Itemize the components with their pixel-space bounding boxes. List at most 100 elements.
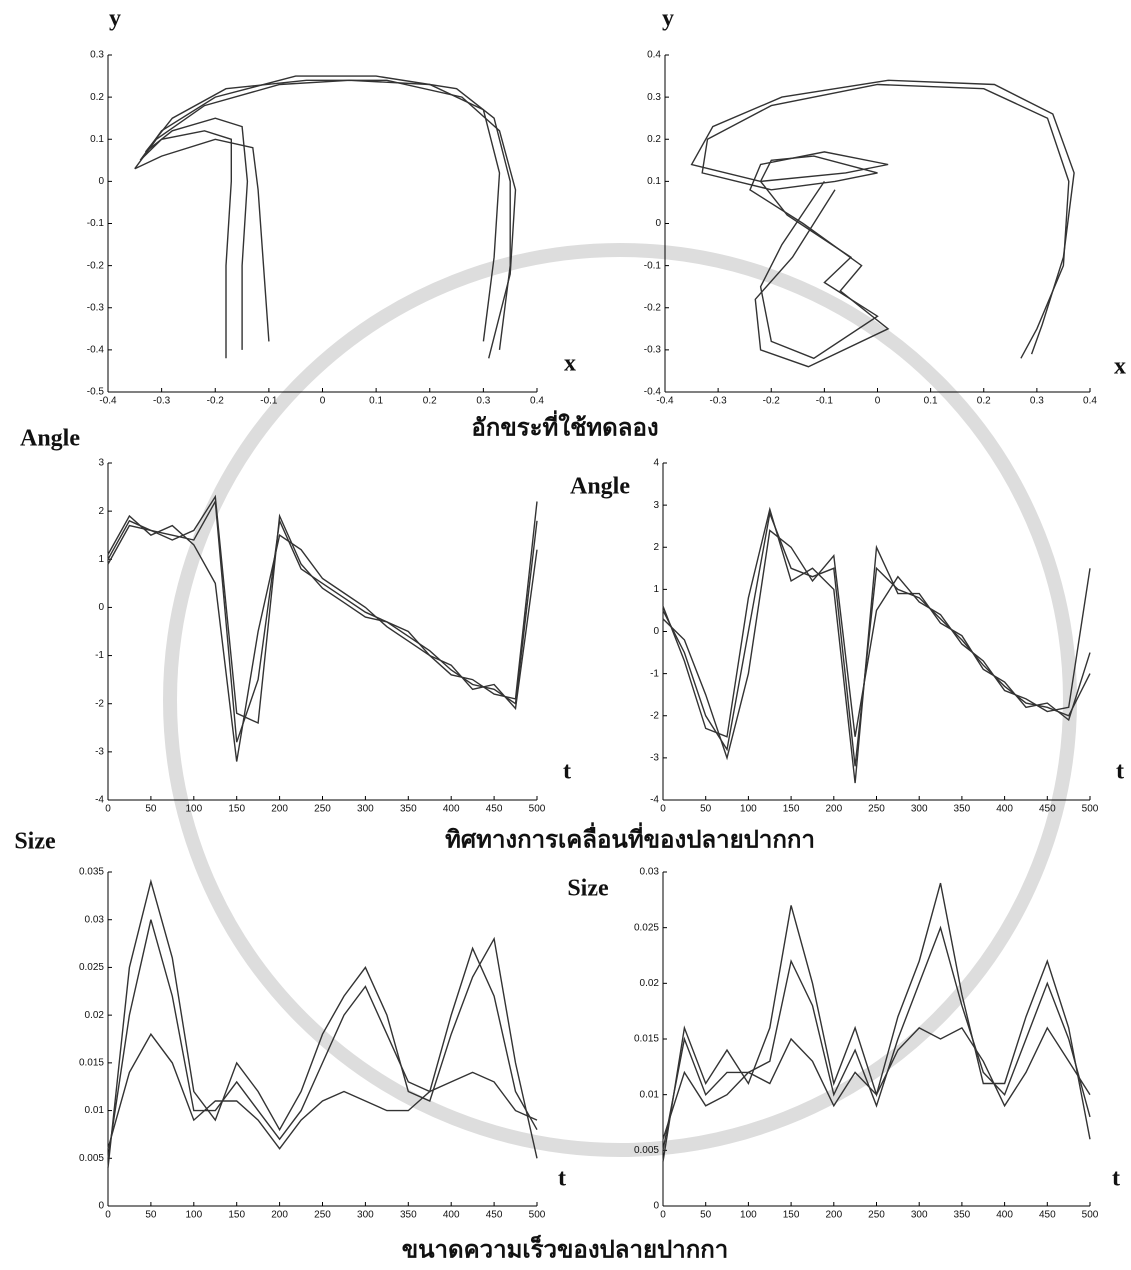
x-axis-label: t <box>1112 1166 1120 1192</box>
y-tick-label: -0.2 <box>87 260 105 271</box>
x-tick-label: 0.4 <box>530 396 544 407</box>
x-tick-label: 50 <box>700 1210 712 1221</box>
y-tick-label: 0 <box>98 602 104 613</box>
x-tick-label: 150 <box>783 1210 800 1221</box>
x-tick-label: 350 <box>954 804 971 815</box>
x-tick-label: 450 <box>486 1210 503 1221</box>
x-tick-label: 300 <box>911 804 928 815</box>
y-tick-label: 0.015 <box>79 1057 104 1068</box>
x-axis-label: t <box>563 759 571 785</box>
y-tick-label: -2 <box>650 710 659 721</box>
y-tick-label: 0 <box>98 176 104 187</box>
x-tick-label: 350 <box>400 1210 417 1221</box>
x-tick-label: 100 <box>740 804 757 815</box>
y-tick-label: 0.025 <box>634 922 659 933</box>
y-tick-label: 0.015 <box>634 1034 659 1045</box>
x-tick-label: -0.2 <box>763 396 781 407</box>
x-axis-label: x <box>564 351 576 377</box>
x-tick-label: 250 <box>314 804 331 815</box>
x-tick-label: 200 <box>825 1210 842 1221</box>
x-tick-label: 50 <box>700 804 712 815</box>
y-tick-label: -0.4 <box>87 345 105 356</box>
x-tick-label: 400 <box>443 804 460 815</box>
x-tick-label: -0.1 <box>816 396 834 407</box>
x-tick-label: 150 <box>228 804 245 815</box>
x-tick-label: -0.3 <box>710 396 728 407</box>
x-axis-label: t <box>1116 759 1124 785</box>
data-line <box>107 1032 538 1150</box>
x-tick-label: 350 <box>400 804 417 815</box>
y-tick-label: 0.3 <box>647 92 661 103</box>
data-line <box>107 919 538 1159</box>
y-tick-label: 0.005 <box>634 1145 659 1156</box>
x-tick-label: 100 <box>185 1210 202 1221</box>
x-tick-label: -0.4 <box>656 396 674 407</box>
y-tick-label: 0 <box>655 218 661 229</box>
y-axis-label: Size <box>567 876 609 902</box>
x-tick-label: 0 <box>105 1210 111 1221</box>
y-tick-label: -4 <box>95 795 104 806</box>
caption: อักขระที่ใช้ทดลอง <box>471 410 658 442</box>
data-line <box>144 79 517 359</box>
x-tick-label: 50 <box>145 1210 157 1221</box>
y-tick-label: 0 <box>653 626 659 637</box>
x-tick-label: 0.1 <box>369 396 383 407</box>
y-tick-label: -1 <box>95 650 104 661</box>
x-tick-label: 250 <box>868 1210 885 1221</box>
caption: ทิศทางการเคลื่อนที่ของปลายปากกา <box>445 822 815 854</box>
y-tick-label: 0.03 <box>640 867 660 878</box>
y-tick-label: 4 <box>653 458 659 469</box>
x-tick-label: 350 <box>954 1210 971 1221</box>
x-tick-label: 200 <box>825 804 842 815</box>
y-tick-label: 0.02 <box>85 1010 105 1021</box>
data-line <box>107 501 538 762</box>
y-tick-label: 0.4 <box>647 50 661 61</box>
data-line <box>134 79 501 342</box>
y-tick-label: 0 <box>98 1201 104 1212</box>
x-tick-label: 500 <box>529 1210 546 1221</box>
y-tick-label: 0.005 <box>79 1153 104 1164</box>
x-tick-label: -0.3 <box>153 396 171 407</box>
y-tick-label: -0.1 <box>87 218 105 229</box>
y-tick-label: 0 <box>653 1201 659 1212</box>
x-tick-label: 0.2 <box>423 396 437 407</box>
y-tick-label: 0.2 <box>647 134 661 145</box>
x-tick-label: 500 <box>1082 1210 1099 1221</box>
x-tick-label: 400 <box>996 804 1013 815</box>
y-tick-label: -2 <box>95 698 104 709</box>
y-tick-label: -0.3 <box>644 345 662 356</box>
y-axis-label: y <box>109 6 121 32</box>
y-tick-label: 1 <box>98 554 104 565</box>
x-tick-label: 0 <box>320 396 326 407</box>
x-axis-label: t <box>558 1166 566 1192</box>
data-line <box>662 925 1091 1151</box>
x-tick-label: 250 <box>868 804 885 815</box>
x-tick-label: 450 <box>1039 804 1056 815</box>
y-tick-label: -0.5 <box>87 387 105 398</box>
y-tick-label: 2 <box>98 506 104 517</box>
y-tick-label: 1 <box>653 584 659 595</box>
x-tick-label: 50 <box>145 804 157 815</box>
y-tick-label: 2 <box>653 542 659 553</box>
x-tick-label: 0.1 <box>924 396 938 407</box>
x-tick-label: 0.3 <box>1030 396 1044 407</box>
x-tick-label: 500 <box>529 804 546 815</box>
x-tick-label: 400 <box>996 1210 1013 1221</box>
y-tick-label: 3 <box>653 500 659 511</box>
data-line <box>139 75 511 359</box>
x-tick-label: 450 <box>486 804 503 815</box>
data-line <box>701 83 1070 360</box>
y-tick-label: 0.3 <box>90 50 104 61</box>
caption: ขนาดความเร็วของปลายปากกา <box>402 1235 729 1264</box>
x-tick-label: 0 <box>105 804 111 815</box>
x-tick-label: 250 <box>314 1210 331 1221</box>
y-axis-label: y <box>662 6 674 32</box>
y-tick-label: 0.1 <box>90 134 104 145</box>
x-tick-label: -0.4 <box>99 396 117 407</box>
y-axis-label: Angle <box>570 474 630 500</box>
x-tick-label: 300 <box>357 1210 374 1221</box>
x-tick-label: 150 <box>228 1210 245 1221</box>
y-tick-label: 0.01 <box>640 1089 660 1100</box>
x-tick-label: 500 <box>1082 804 1099 815</box>
y-tick-label: 0.1 <box>647 176 661 187</box>
